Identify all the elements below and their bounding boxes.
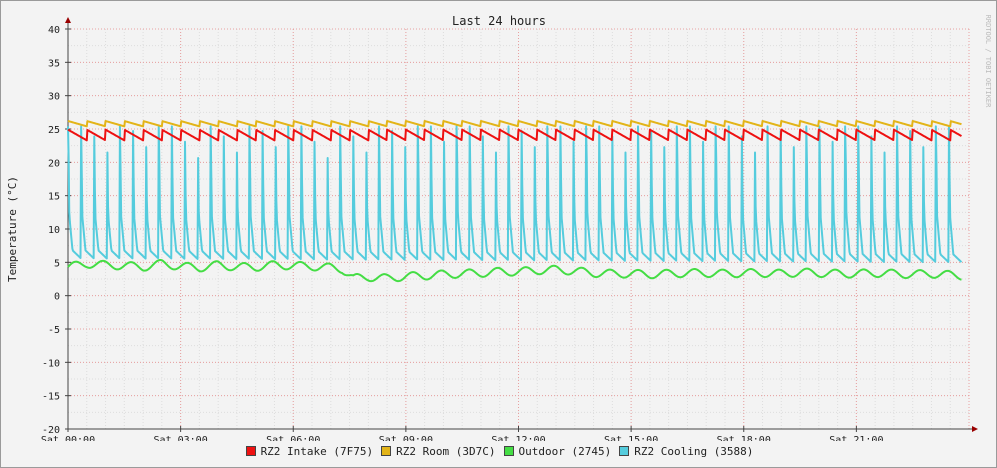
series-line-rz2-intake-7f75 [67,128,962,142]
y-axis-arrow [65,17,71,23]
legend-item: RZ2 Intake (7F75) [245,445,374,458]
legend-label: Outdoor (2745) [518,445,612,458]
x-tick-label: Sat 06:00 [266,435,320,441]
y-tick-label: 40 [48,25,60,36]
legend-item: RZ2 Room (3D7C) [381,445,496,458]
legend-item: Outdoor (2745) [503,445,612,458]
y-tick-label: 35 [48,58,60,69]
x-tick-label: Sat 18:00 [717,435,771,441]
x-tick-label: Sat 09:00 [379,435,433,441]
x-tick-label: Sat 12:00 [491,435,545,441]
x-tick-labels: Sat 00:00 Sat 03:00 Sat 06:00 Sat 09:00 Sat … [41,435,884,441]
y-tick-label: 20 [48,158,60,169]
legend: RZ2 Intake (7F75) RZ2 Room (3D7C) Outdoor … [1,445,997,458]
x-tick-label: Sat 15:00 [604,435,658,441]
legend-swatch [381,446,392,456]
legend-label: RZ2 Intake (7F75) [260,445,374,458]
y-tick-label: -20 [42,425,60,436]
legend-swatch [619,446,630,456]
plot-series [67,120,963,283]
series-line-outdoor-2745 [67,259,962,283]
rrdtool-watermark: RRDTOOL / TOBI OETIKER [984,15,992,109]
y-tick-label: 15 [48,192,60,203]
series-line-rz2-room-3d7c [67,120,962,128]
legend-swatch [245,446,256,456]
legend-label: RZ2 Room (3D7C) [396,445,496,458]
y-tick-label: 25 [48,125,60,136]
y-tick-label: 5 [54,258,60,269]
y-tick-labels: 40 35 30 25 20 15 10 5 0 -5 -10 -15 -20 [42,25,60,436]
y-tick-label: -15 [42,392,60,403]
y-axis-label: Temperature (°C) [6,176,19,282]
series-line-rz2-cooling-3588 [67,125,963,264]
x-tick-label: Sat 21:00 [829,435,883,441]
legend-label: RZ2 Cooling (3588) [634,445,754,458]
y-tick-label: 10 [48,225,60,236]
x-tick-label: Sat 00:00 [41,435,95,441]
y-tick-label: 0 [54,292,60,303]
x-tick-label: Sat 03:00 [154,435,208,441]
chart-title: Last 24 hours [452,14,546,28]
legend-item: RZ2 Cooling (3588) [619,445,753,458]
x-axis-arrow [972,426,978,432]
y-tick-label: -5 [48,325,60,336]
y-tick-label: 30 [48,92,60,103]
legend-swatch [503,446,514,456]
y-tick-label: -10 [42,358,60,369]
